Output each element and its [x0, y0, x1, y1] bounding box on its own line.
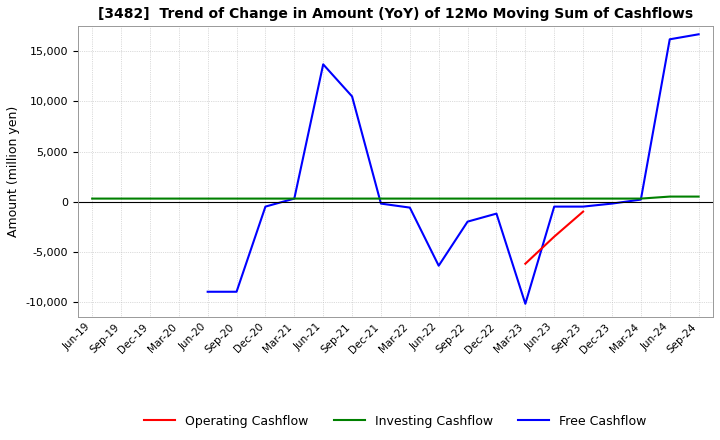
- Free Cashflow: [694, 32, 703, 37]
- Investing Cashflow: [145, 196, 154, 201]
- Investing Cashflow: [521, 196, 530, 201]
- Title: [3482]  Trend of Change in Amount (YoY) of 12Mo Moving Sum of Cashflows: [3482] Trend of Change in Amount (YoY) o…: [98, 7, 693, 21]
- Investing Cashflow: [290, 196, 299, 201]
- Free Cashflow: [290, 196, 299, 201]
- Y-axis label: Amount (million yen): Amount (million yen): [7, 106, 20, 237]
- Investing Cashflow: [492, 196, 501, 201]
- Investing Cashflow: [88, 196, 96, 201]
- Operating Cashflow: [521, 261, 530, 266]
- Investing Cashflow: [636, 196, 645, 201]
- Free Cashflow: [608, 201, 616, 206]
- Free Cashflow: [579, 204, 588, 209]
- Investing Cashflow: [608, 196, 616, 201]
- Free Cashflow: [463, 219, 472, 224]
- Free Cashflow: [233, 289, 241, 294]
- Investing Cashflow: [233, 196, 241, 201]
- Free Cashflow: [636, 197, 645, 202]
- Free Cashflow: [550, 204, 559, 209]
- Investing Cashflow: [550, 196, 559, 201]
- Investing Cashflow: [694, 194, 703, 199]
- Investing Cashflow: [579, 196, 588, 201]
- Free Cashflow: [319, 62, 328, 67]
- Free Cashflow: [348, 94, 356, 99]
- Free Cashflow: [203, 289, 212, 294]
- Legend: Operating Cashflow, Investing Cashflow, Free Cashflow: Operating Cashflow, Investing Cashflow, …: [139, 410, 652, 433]
- Operating Cashflow: [579, 209, 588, 214]
- Investing Cashflow: [261, 196, 270, 201]
- Investing Cashflow: [203, 196, 212, 201]
- Operating Cashflow: [550, 234, 559, 239]
- Line: Investing Cashflow: Investing Cashflow: [92, 197, 698, 198]
- Investing Cashflow: [348, 196, 356, 201]
- Free Cashflow: [665, 37, 674, 42]
- Free Cashflow: [405, 205, 414, 210]
- Investing Cashflow: [377, 196, 385, 201]
- Free Cashflow: [377, 201, 385, 206]
- Free Cashflow: [434, 263, 443, 268]
- Investing Cashflow: [319, 196, 328, 201]
- Free Cashflow: [261, 204, 270, 209]
- Investing Cashflow: [434, 196, 443, 201]
- Line: Free Cashflow: Free Cashflow: [207, 34, 698, 304]
- Free Cashflow: [492, 211, 501, 216]
- Investing Cashflow: [117, 196, 125, 201]
- Free Cashflow: [521, 301, 530, 306]
- Line: Operating Cashflow: Operating Cashflow: [526, 212, 583, 264]
- Investing Cashflow: [405, 196, 414, 201]
- Investing Cashflow: [463, 196, 472, 201]
- Investing Cashflow: [174, 196, 183, 201]
- Investing Cashflow: [665, 194, 674, 199]
